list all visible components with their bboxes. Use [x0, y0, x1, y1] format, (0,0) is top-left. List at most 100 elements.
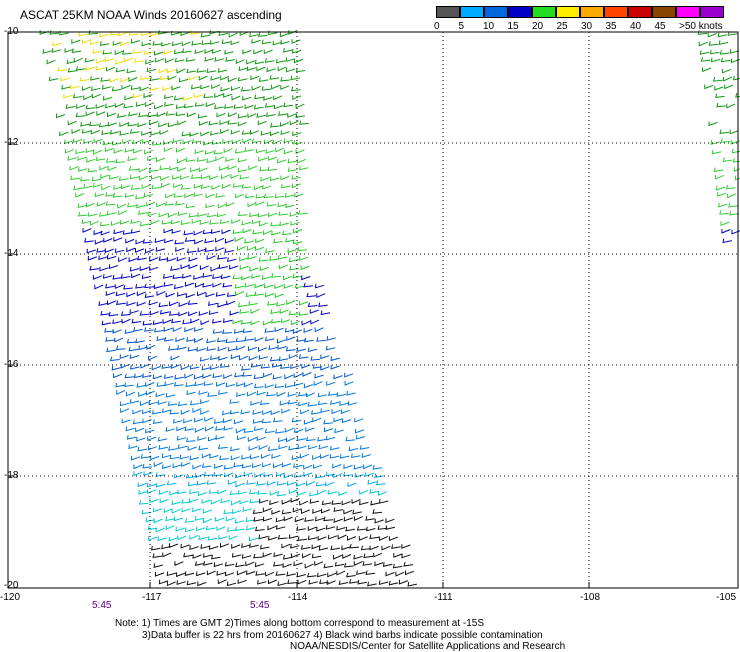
wind-barb: [170, 302, 178, 306]
wind-barb: [293, 508, 302, 512]
wind-barb: [120, 123, 128, 127]
wind-barb: [304, 328, 312, 332]
wind-barb: [256, 527, 265, 531]
wind-barb: [177, 69, 185, 73]
wind-barb: [255, 284, 264, 288]
wind-barb: [141, 76, 150, 80]
wind-barb: [211, 356, 220, 360]
wind-barb: [328, 573, 336, 577]
wind-barb: [353, 510, 362, 514]
wind-barb: [244, 472, 253, 476]
wind-barb: [101, 174, 109, 178]
wind-barb: [277, 481, 286, 485]
wind-barb: [189, 76, 197, 80]
wind-barb: [137, 383, 146, 387]
wind-barb: [297, 482, 305, 486]
wind-barb: [347, 573, 356, 577]
wind-barb: [249, 301, 258, 305]
wind-barb: [280, 222, 289, 226]
wind-barb: [298, 580, 306, 584]
wind-barb: [734, 76, 740, 80]
wind-barb: [147, 345, 155, 349]
wind-barb: [168, 213, 176, 217]
wind-barb: [233, 275, 242, 279]
wind-barb: [309, 580, 318, 584]
wind-barb: [57, 114, 65, 118]
wind-barb: [100, 267, 109, 271]
wind-barb: [297, 347, 306, 351]
wind-barb: [216, 193, 225, 197]
wind-barb: [105, 248, 113, 252]
wind-barb: [252, 86, 261, 90]
wind-barb: [276, 148, 284, 152]
wind-barb: [199, 121, 207, 125]
wind-barb: [375, 562, 384, 566]
wind-barb: [302, 545, 311, 549]
wind-barb: [228, 78, 236, 82]
wind-barb: [256, 563, 265, 567]
wind-barb: [732, 149, 740, 153]
wind-barb: [253, 410, 262, 414]
wind-barb: [175, 96, 184, 100]
wind-barb: [301, 410, 309, 414]
wind-barb: [162, 454, 171, 458]
wind-barb: [226, 57, 235, 61]
wind-barb: [210, 220, 219, 224]
wind-barb: [288, 159, 297, 163]
wind-barb: [107, 301, 116, 305]
wind-barb: [282, 318, 291, 322]
wind-barb: [186, 238, 195, 242]
wind-barb: [715, 86, 724, 90]
wind-barb: [278, 203, 287, 207]
wind-barb: [194, 338, 203, 342]
wind-barb: [163, 319, 171, 323]
wind-barb: [156, 528, 164, 532]
wind-barb: [179, 312, 187, 316]
wind-barb: [266, 337, 275, 341]
wind-barb: [120, 42, 128, 46]
wind-barb: [163, 86, 172, 90]
wind-barb: [195, 283, 203, 287]
wind-barb: [708, 33, 716, 37]
wind-barb: [140, 401, 148, 405]
wind-barb: [275, 327, 283, 331]
wind-barb: [702, 57, 711, 61]
wind-barb: [216, 426, 225, 430]
wind-barb: [213, 319, 222, 323]
wind-barb: [131, 365, 140, 369]
wind-barb: [274, 105, 282, 109]
wind-barb: [343, 418, 352, 422]
wind-barb: [166, 201, 175, 205]
wind-barb: [292, 418, 301, 422]
wind-barb: [107, 158, 116, 162]
wind-barb: [286, 438, 294, 442]
wind-barb: [121, 220, 130, 224]
wind-barb: [246, 194, 255, 198]
wind-barb: [254, 375, 263, 379]
wind-barb: [203, 519, 212, 523]
wind-barb: [285, 375, 294, 379]
wind-barb: [205, 239, 214, 243]
y-tick-label: -18: [4, 470, 18, 481]
wind-barb: [192, 41, 201, 45]
wind-barb: [168, 76, 176, 80]
wind-barb: [337, 392, 346, 396]
wind-barb: [214, 562, 223, 566]
wind-barb: [215, 419, 224, 423]
wind-barb: [288, 481, 297, 485]
wind-barb: [198, 436, 207, 440]
wind-barb: [274, 96, 282, 100]
wind-barb: [175, 382, 184, 386]
wind-barb: [151, 77, 160, 81]
wind-barb: [282, 500, 290, 504]
wind-barb: [164, 50, 173, 54]
wind-barb: [106, 67, 114, 71]
wind-barb: [717, 103, 726, 107]
wind-barb: [239, 212, 248, 216]
wind-barb: [259, 33, 268, 37]
wind-barb: [362, 546, 371, 550]
wind-barb: [192, 174, 201, 178]
wind-barb: [285, 384, 294, 388]
wind-barb: [321, 355, 330, 359]
wind-barb: [248, 246, 256, 250]
